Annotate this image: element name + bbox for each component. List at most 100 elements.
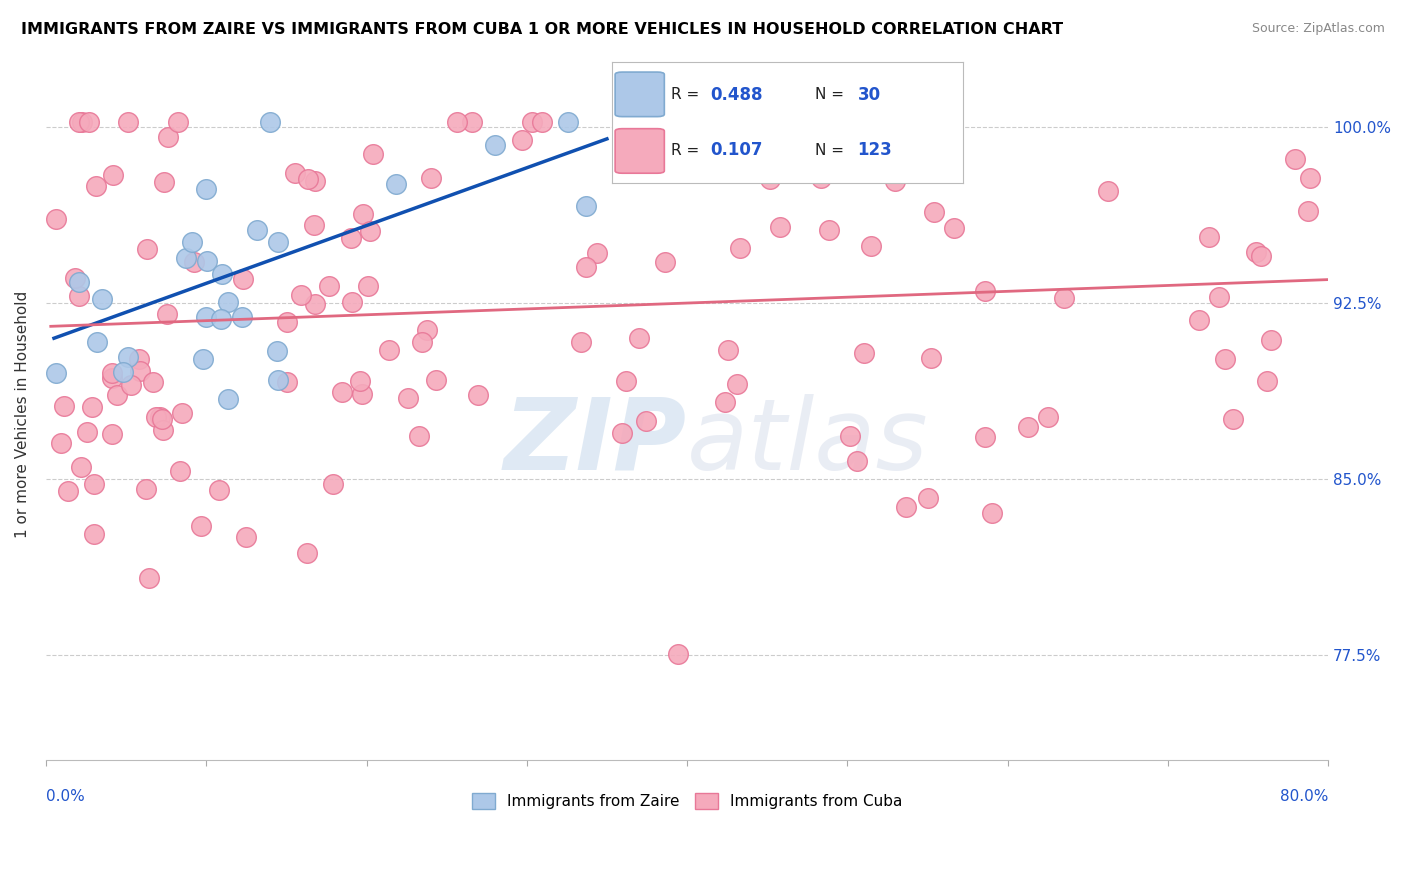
- Text: 0.488: 0.488: [710, 86, 762, 104]
- Text: 0.0%: 0.0%: [46, 789, 84, 804]
- Text: atlas: atlas: [688, 393, 929, 491]
- Y-axis label: 1 or more Vehicles in Household: 1 or more Vehicles in Household: [15, 291, 30, 538]
- Point: [717, 343, 740, 358]
- Point: [183, 255, 205, 269]
- Point: [82, 400, 104, 414]
- Point: [782, 115, 804, 129]
- Point: [1198, 230, 1220, 244]
- Text: 123: 123: [858, 141, 893, 160]
- Text: N =: N =: [815, 87, 849, 103]
- Point: [63, 271, 86, 285]
- Point: [101, 168, 124, 182]
- Point: [209, 312, 232, 326]
- Point: [666, 647, 689, 661]
- Point: [276, 375, 298, 389]
- Point: [446, 115, 468, 129]
- Point: [76, 425, 98, 439]
- Point: [817, 223, 839, 237]
- Legend: Immigrants from Zaire, Immigrants from Cuba: Immigrants from Zaire, Immigrants from C…: [465, 787, 908, 815]
- Point: [614, 374, 637, 388]
- Point: [172, 406, 194, 420]
- Point: [357, 279, 380, 293]
- Point: [973, 429, 995, 443]
- Point: [943, 220, 966, 235]
- Point: [67, 289, 90, 303]
- Point: [193, 352, 215, 367]
- Text: ZIP: ZIP: [505, 393, 688, 491]
- Point: [297, 171, 319, 186]
- Point: [350, 387, 373, 401]
- Point: [610, 425, 633, 440]
- Point: [575, 198, 598, 212]
- Point: [1017, 419, 1039, 434]
- Point: [156, 129, 179, 144]
- Point: [1299, 171, 1322, 186]
- Point: [276, 315, 298, 329]
- Point: [83, 527, 105, 541]
- FancyBboxPatch shape: [616, 72, 665, 117]
- Point: [267, 235, 290, 249]
- Text: R =: R =: [672, 143, 704, 158]
- Point: [67, 275, 90, 289]
- Point: [1208, 289, 1230, 303]
- Point: [920, 351, 942, 365]
- Point: [208, 483, 231, 498]
- Point: [83, 477, 105, 491]
- Point: [217, 392, 239, 406]
- Point: [84, 179, 107, 194]
- Point: [758, 172, 780, 186]
- Point: [194, 310, 217, 324]
- Point: [70, 459, 93, 474]
- Point: [769, 220, 792, 235]
- Text: N =: N =: [815, 143, 849, 158]
- Point: [883, 174, 905, 188]
- Point: [339, 231, 361, 245]
- Point: [58, 483, 80, 498]
- Point: [51, 436, 73, 450]
- Point: [974, 284, 997, 298]
- Text: 80.0%: 80.0%: [1279, 789, 1329, 804]
- Point: [569, 335, 592, 350]
- Point: [1215, 352, 1237, 367]
- Point: [1053, 291, 1076, 305]
- Point: [194, 182, 217, 196]
- Point: [117, 350, 139, 364]
- Point: [361, 147, 384, 161]
- Point: [1284, 152, 1306, 166]
- Point: [586, 246, 609, 260]
- Point: [709, 115, 731, 129]
- Point: [520, 115, 543, 129]
- Point: [1244, 245, 1267, 260]
- Point: [295, 546, 318, 560]
- Text: Source: ZipAtlas.com: Source: ZipAtlas.com: [1251, 22, 1385, 36]
- Point: [419, 171, 441, 186]
- Point: [912, 115, 935, 129]
- Point: [922, 205, 945, 219]
- Point: [70, 115, 93, 129]
- Point: [852, 346, 875, 360]
- Point: [628, 331, 651, 345]
- Point: [1260, 333, 1282, 347]
- FancyBboxPatch shape: [616, 128, 665, 173]
- Point: [1222, 412, 1244, 426]
- Point: [340, 295, 363, 310]
- Point: [120, 378, 142, 392]
- Point: [181, 235, 204, 250]
- Point: [352, 207, 374, 221]
- Point: [411, 334, 433, 349]
- Text: IMMIGRANTS FROM ZAIRE VS IMMIGRANTS FROM CUBA 1 OR MORE VEHICLES IN HOUSEHOLD CO: IMMIGRANTS FROM ZAIRE VS IMMIGRANTS FROM…: [21, 22, 1063, 37]
- Point: [128, 364, 150, 378]
- Point: [304, 174, 326, 188]
- Point: [138, 571, 160, 585]
- Point: [231, 310, 253, 324]
- Point: [330, 385, 353, 400]
- Point: [267, 373, 290, 387]
- Point: [510, 132, 533, 146]
- Point: [408, 429, 430, 443]
- Point: [415, 323, 437, 337]
- Point: [156, 307, 179, 321]
- Point: [396, 392, 419, 406]
- Point: [1097, 184, 1119, 198]
- Point: [484, 138, 506, 153]
- Point: [461, 115, 484, 129]
